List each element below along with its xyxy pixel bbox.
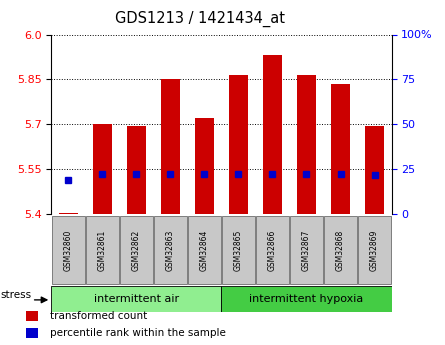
FancyBboxPatch shape — [256, 216, 289, 284]
Text: GSM32863: GSM32863 — [166, 229, 175, 271]
Bar — [93, 124, 112, 214]
Text: GSM32869: GSM32869 — [370, 229, 379, 271]
FancyBboxPatch shape — [358, 216, 391, 284]
Bar — [297, 75, 316, 214]
Bar — [331, 84, 350, 214]
Text: GSM32862: GSM32862 — [132, 229, 141, 271]
Bar — [161, 79, 180, 214]
Bar — [59, 213, 77, 214]
Text: transformed count: transformed count — [50, 311, 148, 321]
Bar — [365, 126, 384, 214]
FancyBboxPatch shape — [290, 216, 323, 284]
FancyBboxPatch shape — [85, 216, 119, 284]
Bar — [229, 75, 248, 214]
Text: intermittent hypoxia: intermittent hypoxia — [249, 294, 364, 304]
FancyBboxPatch shape — [324, 216, 357, 284]
Text: GSM32860: GSM32860 — [64, 229, 73, 271]
Bar — [26, 328, 38, 338]
FancyBboxPatch shape — [51, 286, 222, 312]
FancyBboxPatch shape — [188, 216, 221, 284]
FancyBboxPatch shape — [120, 216, 153, 284]
Text: GSM32865: GSM32865 — [234, 229, 243, 271]
Bar — [263, 56, 282, 214]
Bar — [26, 310, 38, 321]
Text: GSM32861: GSM32861 — [98, 229, 107, 271]
FancyBboxPatch shape — [52, 216, 85, 284]
Text: GSM32866: GSM32866 — [268, 229, 277, 271]
Bar — [127, 126, 146, 214]
Text: GDS1213 / 1421434_at: GDS1213 / 1421434_at — [115, 10, 285, 27]
Text: percentile rank within the sample: percentile rank within the sample — [50, 328, 226, 338]
Text: GSM32867: GSM32867 — [302, 229, 311, 271]
Text: GSM32864: GSM32864 — [200, 229, 209, 271]
Text: GSM32868: GSM32868 — [336, 229, 345, 271]
FancyBboxPatch shape — [154, 216, 187, 284]
FancyBboxPatch shape — [222, 216, 255, 284]
Text: intermittent air: intermittent air — [94, 294, 179, 304]
FancyBboxPatch shape — [222, 286, 392, 312]
Bar — [195, 118, 214, 214]
Text: stress: stress — [0, 290, 31, 300]
